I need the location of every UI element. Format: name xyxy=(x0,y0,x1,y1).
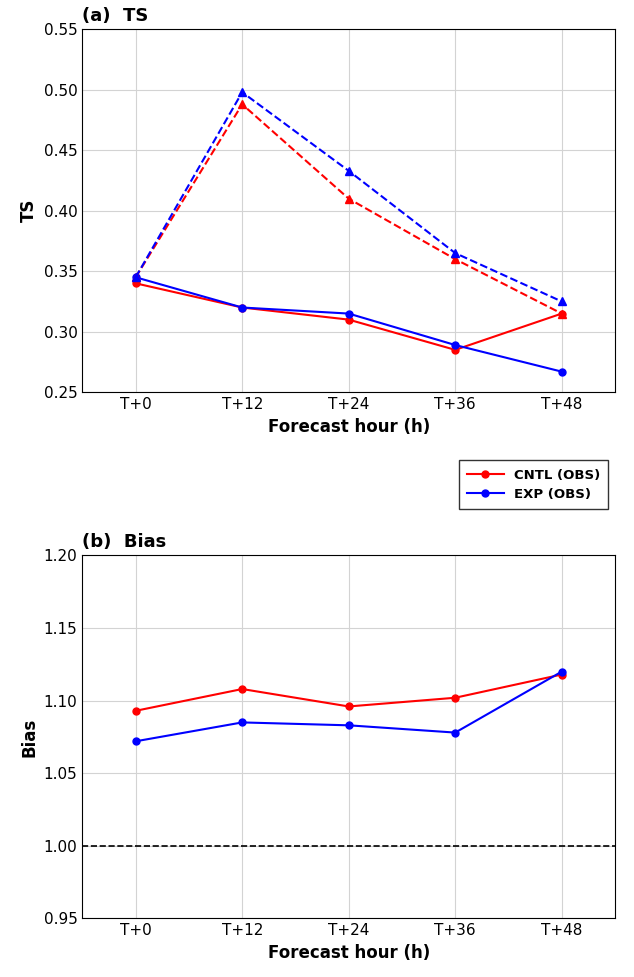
Legend: CNTL (OBS), EXP (OBS): CNTL (OBS), EXP (OBS) xyxy=(459,460,609,509)
Y-axis label: TS: TS xyxy=(20,199,38,223)
Text: (a)  TS: (a) TS xyxy=(82,7,149,25)
Text: (b)  Bias: (b) Bias xyxy=(82,533,167,551)
Y-axis label: Bias: Bias xyxy=(20,717,38,756)
X-axis label: Forecast hour (h): Forecast hour (h) xyxy=(268,417,430,436)
X-axis label: Forecast hour (h): Forecast hour (h) xyxy=(268,944,430,961)
